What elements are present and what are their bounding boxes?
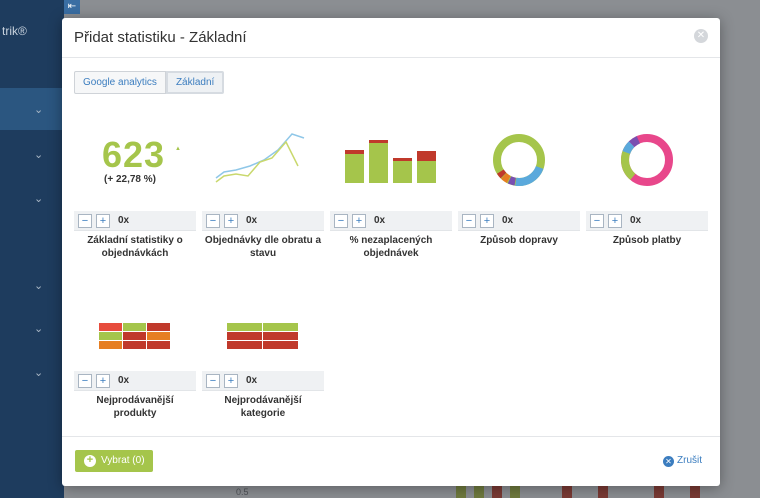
chevron-down-icon: ⌄ — [34, 104, 44, 116]
count-value: 0x — [374, 215, 386, 226]
add-statistic-modal: Přidat statistiku - Základní ✕ Google an… — [62, 18, 720, 486]
background-bar — [492, 486, 502, 498]
card-label: Základní statistiky o objednávkách — [87, 235, 183, 259]
decrement-button[interactable]: − — [206, 374, 220, 388]
card-label: Nejprodávanější kategorie — [224, 395, 302, 419]
line-chart-preview — [202, 110, 324, 210]
trend-up-icon: ▲ — [175, 146, 181, 152]
increment-button[interactable]: + — [96, 374, 110, 388]
chevron-down-icon: ⌄ — [34, 149, 44, 161]
quantity-stepper: − + 0x — [586, 211, 708, 231]
donut-chart-thumbnail — [493, 134, 545, 186]
increment-button[interactable]: + — [352, 214, 366, 228]
cancel-label: Zrušit — [677, 455, 702, 466]
table-heatmap-preview — [74, 270, 196, 370]
background-bar — [456, 486, 466, 498]
bar-chart-preview — [330, 110, 452, 210]
card-label: Způsob dopravy — [480, 235, 558, 246]
count-value: 0x — [118, 375, 130, 386]
card-label: Objednávky dle obratu a stavu — [204, 235, 322, 259]
decrement-button[interactable]: − — [78, 374, 92, 388]
quantity-stepper: − + 0x — [202, 371, 324, 391]
background-sidebar — [0, 0, 64, 498]
decrement-button[interactable]: − — [78, 214, 92, 228]
quantity-stepper: − + 0x — [74, 371, 196, 391]
close-circle-icon: ✕ — [663, 456, 674, 467]
background-bar — [562, 486, 572, 498]
plus-circle-icon: + — [84, 455, 96, 467]
decrement-button[interactable]: − — [334, 214, 348, 228]
cancel-button[interactable]: ✕ Zrušit — [663, 455, 702, 467]
chevron-down-icon: ⌄ — [34, 193, 44, 205]
card-label: % nezaplacených objednávek — [349, 235, 433, 259]
increment-button[interactable]: + — [224, 374, 238, 388]
tab-google-analytics[interactable]: Google analytics — [74, 71, 166, 94]
chevron-down-icon: ⌄ — [34, 367, 44, 379]
count-value: 0x — [246, 215, 258, 226]
bar-chart-thumbnail — [345, 140, 436, 183]
increment-button[interactable]: + — [96, 214, 110, 228]
line-chart-thumbnail — [215, 133, 305, 183]
big-number: 623 — [102, 134, 166, 175]
close-icon[interactable]: ✕ — [694, 29, 708, 43]
count-value: 0x — [118, 215, 130, 226]
count-value: 0x — [502, 215, 514, 226]
tab-bar: Google analytics Základní — [74, 71, 225, 94]
basic-stats-preview: 623 ▲ (+ 22,78 %) — [74, 110, 196, 210]
background-bar — [474, 486, 484, 498]
big-number-change: (+ 22,78 %) — [104, 174, 156, 185]
modal-header: Přidat statistiku - Základní ✕ — [62, 18, 720, 58]
donut-chart-thumbnail — [621, 134, 673, 186]
decrement-button[interactable]: − — [590, 214, 604, 228]
background-bar — [690, 486, 700, 498]
chevron-down-icon: ⌄ — [34, 280, 44, 292]
quantity-stepper: − + 0x — [74, 211, 196, 231]
chevron-down-icon: ⌄ — [34, 323, 44, 335]
increment-button[interactable]: + — [608, 214, 622, 228]
modal-footer: + Vybrat (0) ✕ Zrušit — [62, 436, 720, 486]
heatmap-thumbnail — [99, 323, 170, 349]
app-logo: trik® — [2, 24, 27, 38]
background-bar — [510, 486, 520, 498]
background-bar — [598, 486, 608, 498]
quantity-stepper: − + 0x — [202, 211, 324, 231]
donut-chart-preview — [458, 110, 580, 210]
count-value: 0x — [630, 215, 642, 226]
count-value: 0x — [246, 375, 258, 386]
background-bar — [654, 486, 664, 498]
modal-title: Přidat statistiku - Základní — [74, 29, 247, 46]
quantity-stepper: − + 0x — [458, 211, 580, 231]
quantity-stepper: − + 0x — [330, 211, 452, 231]
card-label: Nejprodávanější produkty — [96, 395, 174, 419]
donut-chart-preview — [586, 110, 708, 210]
table-heatmap-preview — [202, 270, 324, 370]
heatmap-thumbnail — [227, 323, 298, 349]
increment-button[interactable]: + — [480, 214, 494, 228]
decrement-button[interactable]: − — [462, 214, 476, 228]
tab-zakladni[interactable]: Základní — [165, 71, 225, 94]
increment-button[interactable]: + — [224, 214, 238, 228]
background-axis-tick: 0.5 — [236, 487, 249, 497]
select-button[interactable]: + Vybrat (0) — [75, 450, 153, 472]
card-label: Způsob platby — [612, 235, 682, 246]
select-button-label: Vybrat (0) — [101, 455, 145, 466]
arrow-left-icon[interactable]: ⇤ — [64, 0, 80, 14]
sidebar-active-item — [0, 88, 64, 130]
decrement-button[interactable]: − — [206, 214, 220, 228]
